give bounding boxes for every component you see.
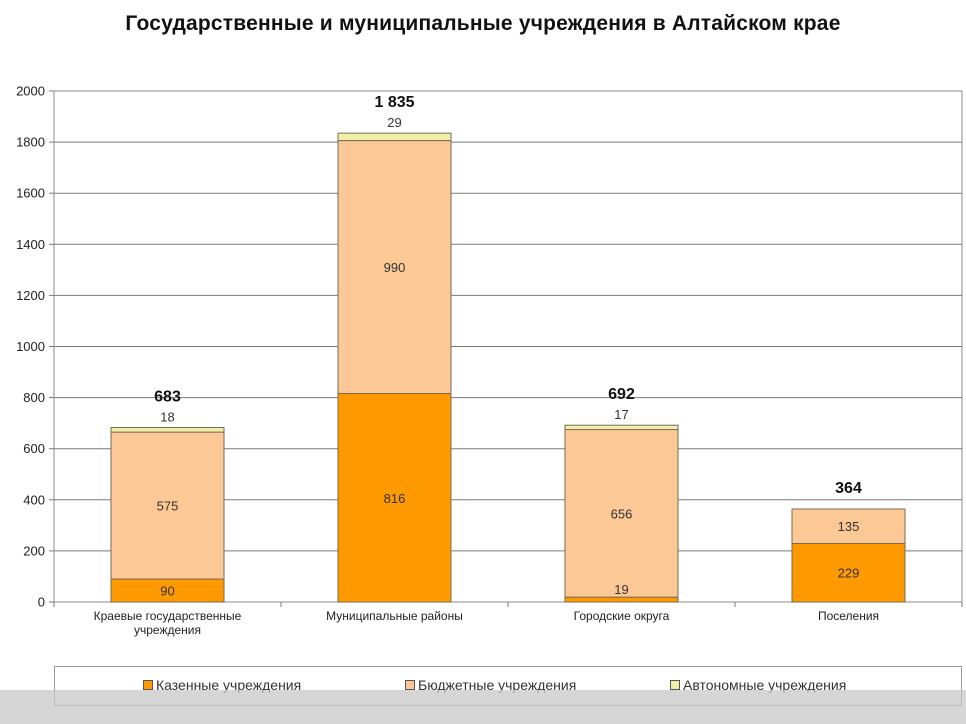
bar-segment — [337, 140, 452, 395]
y-tick-label: 200 — [23, 543, 45, 558]
y-tick-label: 0 — [38, 595, 45, 610]
bar-segment — [564, 429, 679, 598]
legend-swatch-kazennye — [143, 680, 153, 690]
y-tick-label: 1200 — [16, 288, 45, 303]
segment-value-label: 19 — [614, 582, 628, 597]
bar-segment — [110, 426, 225, 433]
bar-segment — [337, 132, 452, 142]
y-tick-label: 2000 — [16, 84, 45, 99]
legend-entry-avtonomnye: Автономные учреждения — [670, 677, 846, 693]
segment-value-label: 229 — [838, 566, 860, 581]
footer-band — [0, 690, 966, 724]
segment-value-label: 135 — [838, 519, 860, 534]
bar-segment — [564, 424, 679, 431]
y-tick-label: 1600 — [16, 186, 45, 201]
legend-entry-byudzhetnye: Бюджетные учреждения — [405, 677, 576, 693]
legend-entry-kazennye: Казенные учреждения — [143, 677, 301, 693]
x-category-label: Муниципальные районы — [326, 609, 463, 623]
legend-label-byudzhetnye: Бюджетные учреждения — [418, 677, 577, 693]
bar-total-label: 364 — [835, 480, 862, 497]
y-tick-label: 400 — [23, 492, 45, 507]
y-tick-label: 800 — [23, 390, 45, 405]
bar-total-label: 683 — [154, 388, 181, 405]
bar-segment — [791, 542, 906, 603]
chart-title: Государственные и муниципальные учрежден… — [125, 12, 841, 35]
bar-segment — [110, 431, 225, 580]
legend-label-kazennye: Казенные учреждения — [156, 677, 302, 693]
x-category-label: Городские округа — [574, 609, 670, 623]
x-axis: Краевые государственные учреждения Муницип… — [53, 602, 963, 637]
y-tick-label: 1400 — [16, 237, 45, 252]
bar-segment — [337, 393, 452, 603]
legend-swatch-byudzhetnye — [405, 680, 415, 690]
y-axis: 0 200 400 600 800 1000 1200 1400 1600 1800 2000 — [16, 84, 54, 610]
segment-value-label: 575 — [157, 499, 179, 514]
segment-value-label: 990 — [384, 260, 406, 275]
bar-total-label: 692 — [608, 386, 635, 403]
bars — [110, 132, 906, 603]
segment-value-label: 90 — [160, 584, 174, 599]
segment-value-label: 18 — [160, 409, 174, 424]
data-labels: 90 575 18 683 816 990 29 1 835 19 656 17 692 229 135 3… — [154, 94, 862, 598]
legend-label-avtonomnye: Автономные учреждения — [683, 677, 847, 693]
y-tick-label: 1800 — [16, 135, 45, 150]
bar-segment — [791, 508, 906, 544]
segment-value-label: 17 — [614, 407, 628, 422]
y-tick-label: 1000 — [16, 339, 45, 354]
legend-swatch-avtonomnye — [670, 680, 680, 690]
bar-total-label: 1 835 — [374, 94, 414, 111]
segment-value-label: 816 — [384, 491, 406, 506]
x-category-label: Краевые государственные учреждения — [94, 609, 242, 637]
x-category-label: Поселения — [818, 609, 879, 623]
bar-segment — [564, 596, 679, 603]
segment-value-label: 29 — [387, 115, 401, 130]
segment-value-label: 656 — [611, 506, 633, 521]
y-tick-label: 600 — [23, 441, 45, 456]
